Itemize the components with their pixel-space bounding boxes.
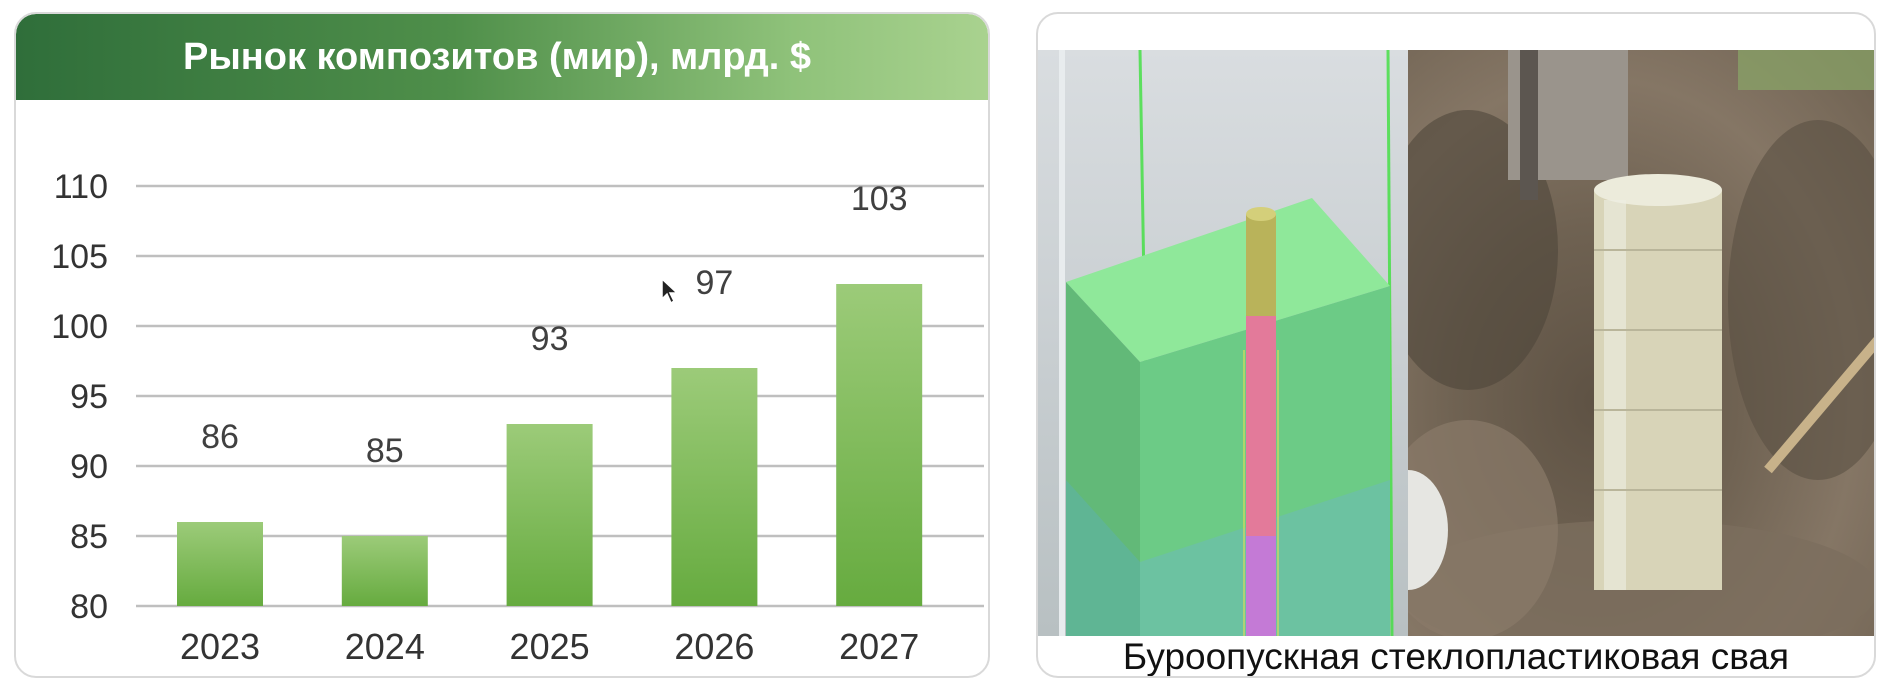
x-tick-label: 2027	[839, 626, 919, 667]
pile-3d-model-image	[1038, 50, 1408, 636]
y-tick-label: 100	[51, 308, 108, 346]
photo-caption: Буроопускная стеклопластиковая свая	[1122, 636, 1790, 677]
data-label: 103	[851, 180, 908, 218]
x-tick-label: 2023	[180, 626, 260, 667]
bar	[836, 284, 923, 606]
y-tick-label: 95	[70, 378, 108, 416]
y-tick-label: 85	[70, 518, 108, 556]
data-label: 93	[531, 320, 569, 358]
bar	[177, 522, 263, 606]
mouse-pointer-icon	[661, 277, 679, 305]
x-tick-label: 2024	[345, 626, 425, 667]
y-tick-label: 80	[70, 588, 108, 626]
bar	[671, 368, 758, 606]
data-labels: 86 85 93 97 103	[201, 180, 907, 470]
bar	[341, 536, 428, 606]
chart-title: Рынок композитов (мир), млрд. $	[182, 35, 812, 78]
bars	[177, 284, 923, 606]
y-tick-label: 105	[51, 238, 108, 276]
x-tick-label: 2026	[674, 626, 754, 667]
y-axis: 80 85 90 95 100 105 110	[51, 168, 108, 626]
data-label: 86	[201, 418, 239, 456]
chart-panel: Рынок композитов (мир), млрд. $ 80 85 90 95…	[14, 12, 990, 678]
y-tick-label: 110	[54, 168, 108, 206]
pile-installation-photo	[1408, 50, 1874, 636]
x-axis: 2023 2024 2025 2026 2027	[180, 626, 919, 667]
y-tick-label: 90	[70, 448, 108, 486]
data-label: 85	[366, 432, 404, 470]
bar	[506, 424, 593, 606]
photo-panel: Буроопускная стеклопластиковая свая	[1036, 12, 1876, 678]
data-label: 97	[695, 264, 733, 302]
chart-title-bar: Рынок композитов (мир), млрд. $	[16, 14, 988, 100]
x-tick-label: 2025	[510, 626, 590, 667]
